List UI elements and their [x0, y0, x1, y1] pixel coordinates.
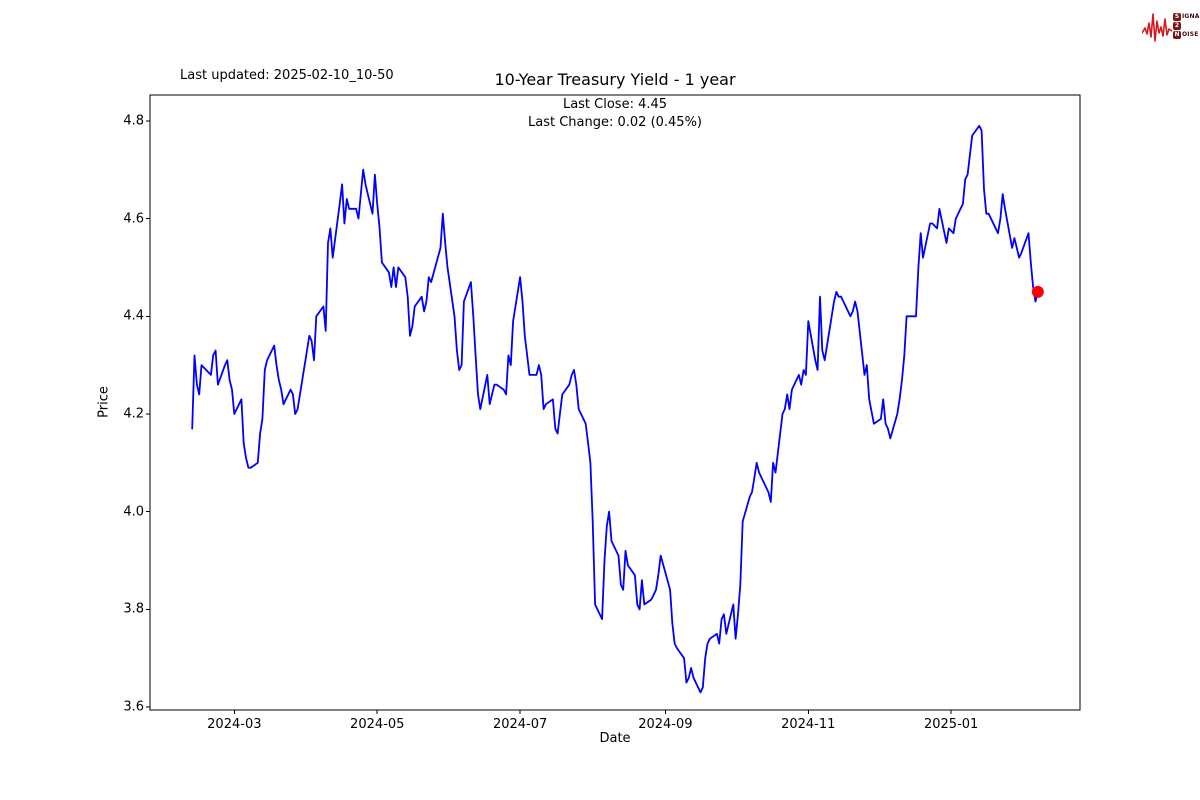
plot-border: [149, 94, 1081, 711]
logo-badge-2: 2: [1173, 22, 1181, 30]
logo-row-signal: S IGNAL: [1173, 13, 1200, 21]
y-tick-label: 4.4: [123, 308, 144, 324]
logo-row-noise: N OISE: [1173, 31, 1200, 39]
y-tick-label: 4.8: [123, 113, 144, 129]
chart-title: 10-Year Treasury Yield - 1 year: [494, 70, 736, 89]
x-tick-label: 2024-07: [492, 717, 548, 732]
x-tick-label: 2024-11: [781, 717, 836, 732]
y-tick-label: 4.0: [123, 504, 144, 520]
y-tick-label: 4.6: [123, 211, 144, 227]
x-tick-label: 2024-05: [350, 717, 405, 732]
logo-rest-ignal: IGNAL: [1182, 13, 1200, 20]
price-line: [191, 124, 1039, 694]
signal2noise-logo: S IGNAL 2 N OISE: [1142, 5, 1200, 47]
x-tick-label: 2024-03: [207, 717, 262, 732]
logo-rest-oise: OISE: [1182, 31, 1199, 38]
x-tick-label: 2025-01: [923, 717, 979, 732]
logo-badge-n: N: [1173, 31, 1181, 39]
logo-badge-s: S: [1173, 13, 1181, 21]
last-price-marker: [1031, 285, 1044, 298]
chart-subtitle: Last Close: 4.45 Last Change: 0.02 (0.45…: [528, 96, 702, 132]
logo-text: S IGNAL 2 N OISE: [1173, 13, 1200, 39]
y-tick-label: 3.8: [123, 601, 144, 617]
y-tick-label: 3.6: [123, 699, 144, 715]
logo-row-2: 2: [1173, 22, 1200, 30]
last-close-text: Last Close: 4.45: [562, 97, 668, 112]
last-updated-text: Last updated: 2025-02-10_10-50: [180, 68, 394, 83]
waveform-icon: [1142, 13, 1172, 42]
y-tick-label: 4.2: [123, 406, 144, 422]
x-tick-label: 2024-09: [638, 717, 693, 732]
x-axis-label: Date: [599, 731, 631, 746]
last-change-text: Last Change: 0.02 (0.45%): [527, 115, 703, 130]
